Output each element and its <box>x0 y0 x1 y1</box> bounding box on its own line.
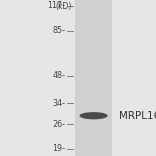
Text: (kD): (kD) <box>55 2 72 11</box>
Text: 34-: 34- <box>53 99 66 108</box>
Text: 19-: 19- <box>53 144 66 154</box>
Text: 85-: 85- <box>53 27 66 35</box>
FancyBboxPatch shape <box>75 0 112 156</box>
Ellipse shape <box>80 112 108 119</box>
Text: 117-: 117- <box>48 1 66 10</box>
Text: MRPL16: MRPL16 <box>119 111 156 121</box>
Text: 48-: 48- <box>53 71 66 80</box>
Text: 26-: 26- <box>53 120 66 129</box>
